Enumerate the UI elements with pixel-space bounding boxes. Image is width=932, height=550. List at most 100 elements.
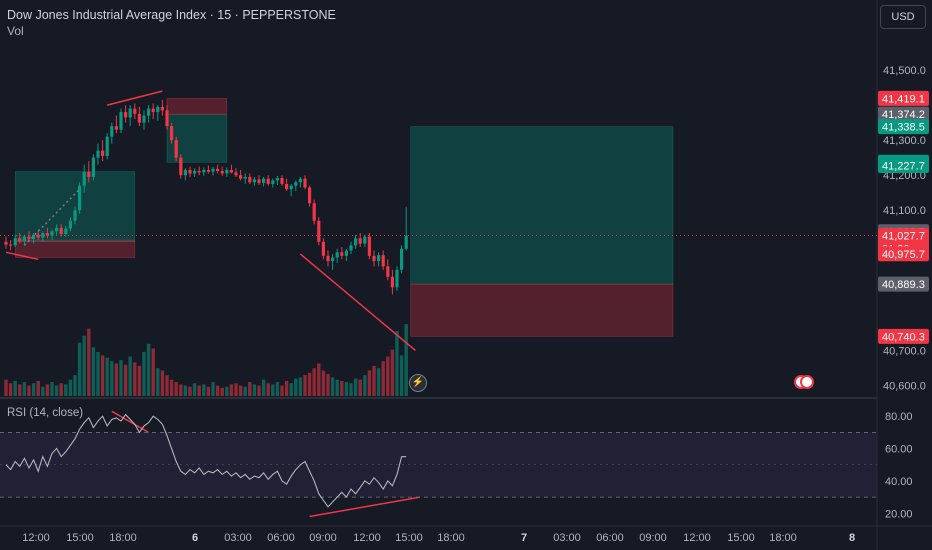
volume-bar [123,364,128,396]
candle-body [50,231,54,236]
candle-body [87,171,91,177]
candle-body [174,140,178,158]
trendline [111,410,149,434]
volume-bar [87,328,91,396]
volume-bar [188,386,192,396]
trendline [309,496,421,518]
trendline [5,251,39,261]
candle-body [303,178,307,188]
candle-body [271,180,275,184]
volume-bar [100,355,105,396]
volume-bar [146,343,151,396]
candle-body [404,235,408,249]
time-tick-label: 03:00 [224,532,252,544]
price-label-text: 41,374.2 [882,109,925,121]
position-zone-red [166,98,228,115]
candle-body [32,234,36,239]
volume-legend: Vol [7,24,24,38]
volume-bar [128,356,132,396]
price-label-text: 41,338.5 [882,122,925,134]
volume-bar [151,348,155,396]
price-label-badge [878,246,929,262]
volume-bar [133,362,137,396]
candle-body [367,236,371,256]
candle-body [183,169,187,176]
candle-body [36,234,40,238]
volume-bar [211,382,215,396]
volume-bar [271,384,275,396]
candle-body [289,185,293,190]
volume-bar [363,375,367,396]
volume-bar [73,375,77,396]
time-tick-label: 12:00 [353,532,381,544]
us-flag-event-icon[interactable] [800,375,814,389]
time-tick-label: 06:00 [596,532,624,544]
candle-body [13,238,17,246]
candle-body [262,178,266,183]
candle-body [9,244,13,246]
volume-bar [27,385,31,396]
volume-bar [252,384,257,396]
lightning-icon[interactable]: ⚡ [409,374,427,392]
volume-bar [367,370,372,396]
rsi-tick-label: 80.00 [885,411,913,423]
candle-body [165,110,169,127]
time-tick-label: 03:00 [553,532,581,544]
candle-body [308,187,312,204]
time-tick-label: 7 [521,532,527,544]
time-tick-label: 18:00 [437,532,465,544]
candle-body [377,255,381,262]
price-label-text: 40,740.3 [882,331,925,343]
price-label-badge [878,90,929,106]
volume-bar [91,347,96,396]
candle-body [68,220,72,229]
volume-bar [317,363,321,396]
time-tick-label: 06:00 [267,532,295,544]
candle-body [358,238,362,244]
volume-bar [266,383,270,396]
price-tick-label: 41,100.0 [883,205,926,217]
candle-body [27,236,31,239]
volume-bar [330,377,335,396]
trendline [299,253,416,352]
candle-body [280,178,284,184]
currency-button[interactable]: USD [880,5,926,29]
volume-bar [36,380,40,396]
volume-bar [4,379,8,396]
candle-body [243,176,247,179]
candle-body [119,112,123,130]
candle-body [160,106,164,111]
volume-bar [174,382,178,396]
candle-body [202,169,206,173]
volume-bar [82,335,86,396]
rsi-line [5,413,407,508]
volume-bar [386,356,390,396]
candle-body [91,157,95,177]
candle-body [326,255,330,262]
volume-bar [390,349,395,396]
volume-bar [142,351,146,396]
candle-body [381,255,385,267]
volume-bar [238,385,243,396]
candle-body [321,241,325,256]
time-tick-label: 15:00 [727,532,755,544]
candle-body [206,169,210,172]
volume-bar [41,386,45,396]
candle-body [216,168,220,171]
volume-bar [137,365,142,396]
candle-body [151,108,155,113]
candle-body [298,178,302,183]
candle-body [363,236,367,244]
candle-body [128,108,132,118]
candle-body [400,248,404,270]
candle-body [225,169,229,174]
volume-bar [344,382,349,396]
rsi-tick-label: 60.00 [885,444,913,456]
candle-body [78,185,82,211]
candle-body [142,115,146,123]
candle-body [372,255,376,262]
volume-bar [64,384,68,396]
candle-body [170,126,174,141]
volume-bar [326,373,330,396]
